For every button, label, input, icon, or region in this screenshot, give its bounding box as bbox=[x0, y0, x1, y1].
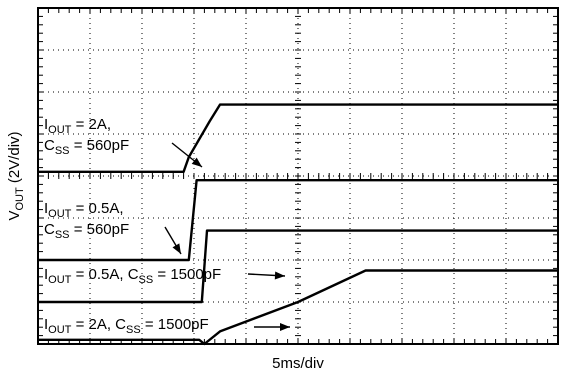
annotation-1-line-1: IOUT = 2A, bbox=[44, 116, 111, 136]
label-text: = 1500pF bbox=[153, 266, 221, 283]
label-subscript: OUT bbox=[48, 274, 72, 286]
y-axis-label-tail: (2V/div) bbox=[6, 131, 23, 187]
trace-line-2 bbox=[38, 103, 558, 174]
trace-line-4 bbox=[38, 229, 558, 304]
arrow-head-2 bbox=[172, 243, 181, 254]
x-axis-label: 5ms/div bbox=[272, 355, 324, 372]
label-text: = 1500pF bbox=[141, 316, 209, 333]
label-text: = 2A, C bbox=[71, 316, 126, 333]
label-subscript: SS bbox=[55, 229, 70, 241]
y-axis-label-sub: OUT bbox=[14, 187, 26, 211]
label-subscript: OUT bbox=[48, 208, 72, 220]
annotation-2-line-2: CSS = 560pF bbox=[44, 221, 129, 241]
label-text: I bbox=[44, 116, 48, 133]
label-text: = 560pF bbox=[70, 137, 130, 154]
y-axis-label: VOUT (2V/div) bbox=[6, 131, 26, 220]
label-text: I bbox=[44, 266, 48, 283]
arrow-head-4 bbox=[280, 323, 290, 331]
label-text: = 2A, bbox=[71, 116, 111, 133]
annotation-2-line-1: IOUT = 0.5A, bbox=[44, 200, 124, 220]
label-subscript: SS bbox=[139, 274, 154, 286]
traces bbox=[38, 103, 558, 346]
label-subscript: OUT bbox=[48, 124, 72, 136]
arrow-head-3 bbox=[274, 271, 285, 280]
label-text: I bbox=[44, 200, 48, 217]
trace-line-5 bbox=[38, 269, 558, 346]
trace-line-3 bbox=[38, 178, 558, 262]
annotation-1-line-2: CSS = 560pF bbox=[44, 137, 129, 157]
label-text: I bbox=[44, 316, 48, 333]
label-subscript: SS bbox=[126, 324, 141, 336]
label-subscript: SS bbox=[55, 145, 70, 157]
annotation-3-line-1: IOUT = 0.5A, CSS = 1500pF bbox=[44, 266, 221, 286]
y-axis-label-main: V bbox=[6, 211, 23, 221]
grid bbox=[37, 7, 559, 345]
label-text: = 0.5A, bbox=[71, 200, 123, 217]
label-text: = 560pF bbox=[70, 221, 130, 238]
label-text: C bbox=[44, 221, 55, 238]
label-text: C bbox=[44, 137, 55, 154]
arrow-head-1 bbox=[191, 157, 202, 167]
label-subscript: OUT bbox=[48, 324, 72, 336]
annotation-4-line-1: IOUT = 2A, CSS = 1500pF bbox=[44, 316, 209, 336]
plot-frame bbox=[37, 7, 559, 345]
label-text: = 0.5A, C bbox=[71, 266, 138, 283]
annotation-arrows bbox=[164, 142, 290, 331]
